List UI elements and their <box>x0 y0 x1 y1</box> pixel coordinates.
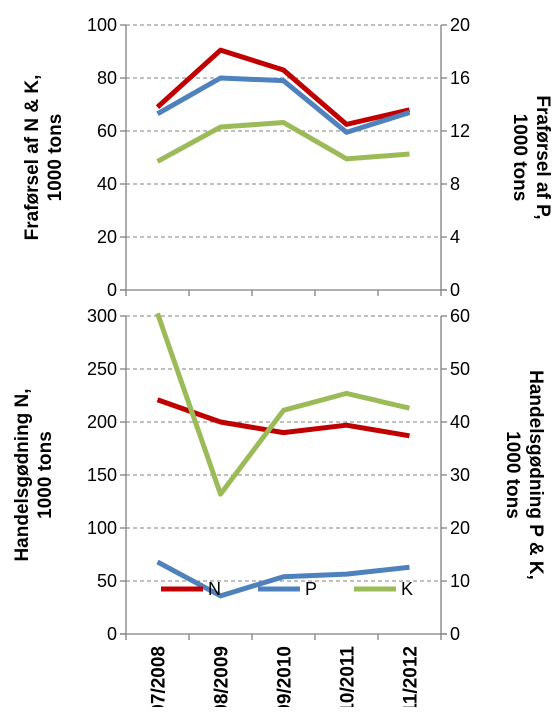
x-category-label: 2010/2011 <box>338 646 359 707</box>
y-axis-title-left: Handelsgødning N, 1000 tons <box>12 388 56 561</box>
x-category-label: 2009/2010 <box>275 646 296 707</box>
y-tick-label-left: 40 <box>97 174 117 194</box>
y-axis-title-right-line: Fraførsel af P, <box>532 95 553 219</box>
y-tick-label-left: 60 <box>97 121 117 141</box>
y-tick-label-left: 100 <box>87 518 117 538</box>
panel-bottom: 0 50 100 150 200 250 300 0 10 20 30 40 50 60 Handelsgø… <box>12 306 546 644</box>
y-tick-label-right: 0 <box>450 624 460 644</box>
y-tick-label-left: 300 <box>87 306 117 326</box>
y-tick-label-left: 150 <box>87 465 117 485</box>
y-axis-title-right: Fraførsel af P,1000 tons <box>509 95 553 219</box>
y-axis-title-right-line: Handelsgødning P & K, <box>525 370 546 580</box>
legend-label-N: N <box>208 579 221 599</box>
y-tick-label-right: 40 <box>450 412 470 432</box>
x-category-label: 2008/2009 <box>212 646 233 707</box>
y-tick-label-right: 20 <box>450 15 470 35</box>
y-axis-title-left-line: 1000 tons <box>45 114 66 202</box>
y-tick-label-right: 60 <box>450 306 470 326</box>
series-line-P-bottom <box>156 559 410 599</box>
y-tick-label-right: 12 <box>450 121 470 141</box>
y-axis-title-left-line: Fraførsel af N & K, <box>22 75 43 241</box>
y-axis-title-left-line: 1000 tons <box>35 431 56 519</box>
y-tick-label-left: 0 <box>107 280 117 300</box>
y-axis-title-right-line: 1000 tons <box>509 114 530 202</box>
y-tick-label-right: 10 <box>450 571 470 591</box>
series-line-N-top <box>155 47 411 127</box>
y-tick-label-right: 20 <box>450 518 470 538</box>
y-tick-label-right: 30 <box>450 465 470 485</box>
y-tick-label-right: 4 <box>450 227 460 247</box>
x-category-label: 2011/2012 <box>401 646 422 707</box>
y-tick-label-right: 16 <box>450 68 470 88</box>
y-tick-label-right: 0 <box>450 280 460 300</box>
y-tick-label-right: 8 <box>450 174 460 194</box>
x-category-label: 2007/2008 <box>149 646 170 707</box>
y-tick-label-right: 50 <box>450 359 470 379</box>
y-tick-label-left: 100 <box>87 15 117 35</box>
legend-label-K: K <box>401 579 413 599</box>
series-line-K-bottom <box>155 312 411 497</box>
series-line-K-top <box>156 120 410 164</box>
y-axis-title-right-line: 1000 tons <box>502 431 523 519</box>
y-tick-label-left: 20 <box>97 227 117 247</box>
legend-label-P: P <box>305 579 317 599</box>
panel-top: 0 20 40 60 80 100 0 4 8 12 16 20 Fraførsel af N & K,… <box>22 15 553 300</box>
series-line-P-top <box>156 75 411 135</box>
y-tick-label-left: 80 <box>97 68 117 88</box>
y-axis-title-right: Handelsgødning P & K,1000 tons <box>502 370 546 580</box>
y-tick-label-left: 0 <box>107 624 117 644</box>
y-tick-label-left: 50 <box>97 571 117 591</box>
y-axis-title-left: Fraførsel af N & K, 1000 tons <box>22 75 66 241</box>
y-axis-title-left-line: Handelsgødning N, <box>12 388 33 561</box>
y-tick-label-left: 250 <box>87 359 117 379</box>
series-line-N-bottom <box>156 397 410 439</box>
y-tick-label-left: 200 <box>87 412 117 432</box>
